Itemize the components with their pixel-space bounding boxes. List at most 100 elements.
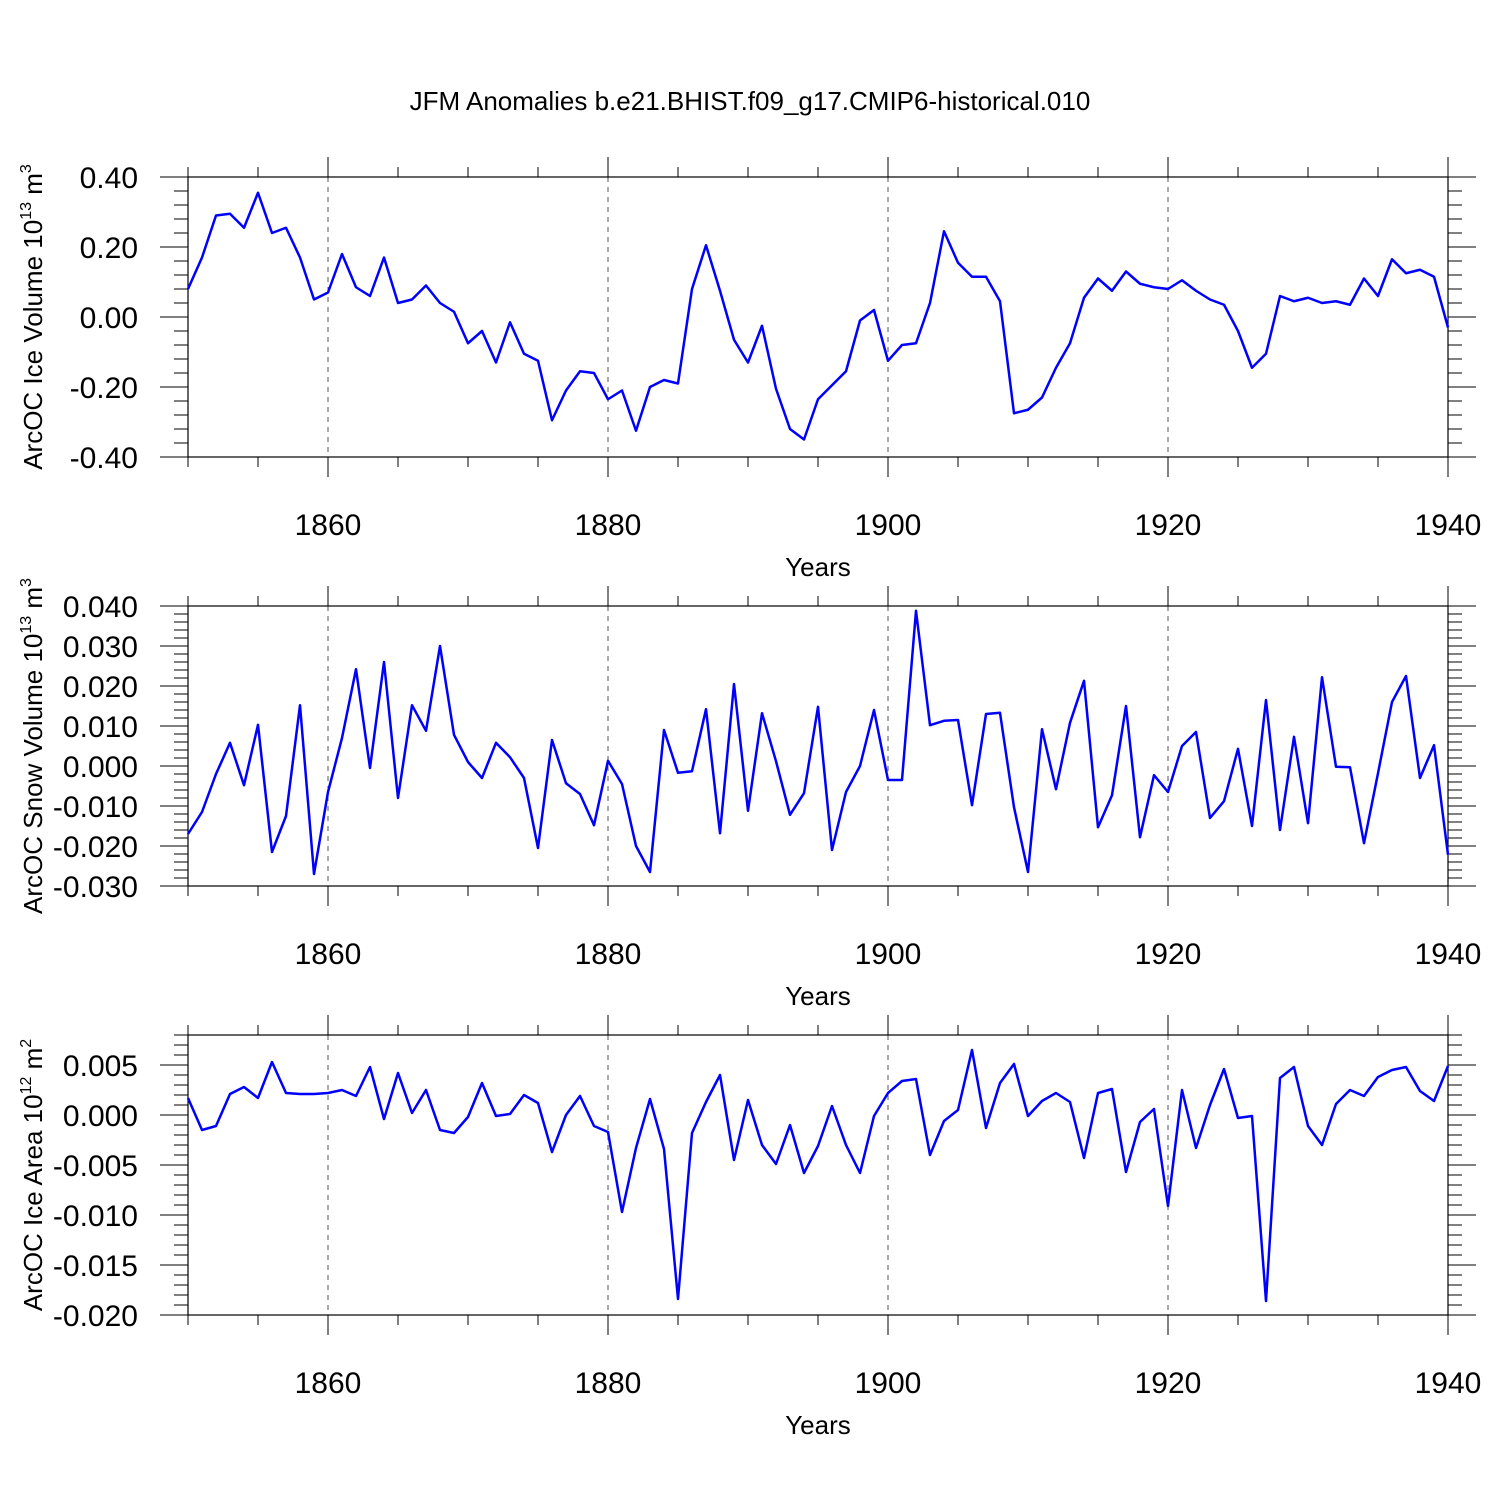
data-point: [1041, 397, 1043, 399]
data-point: [817, 706, 819, 708]
data-point: [229, 1093, 231, 1095]
data-point: [831, 849, 833, 851]
data-point: [285, 815, 287, 817]
data-point: [1363, 278, 1365, 280]
x-tick-label: 1940: [1415, 938, 1482, 971]
plot-frame: [187, 1034, 1449, 1316]
data-point: [761, 712, 763, 714]
y-tick-label: 0.040: [63, 591, 138, 624]
data-point: [215, 773, 217, 775]
data-point: [593, 1125, 595, 1127]
data-point: [1433, 276, 1435, 278]
data-point: [1223, 304, 1225, 306]
y-tick-label: -0.20: [70, 372, 138, 405]
data-point: [887, 1092, 889, 1094]
y-tick-label: 0.20: [80, 232, 138, 265]
y-axis-title-part: ArcOC Snow Volume 10: [18, 634, 48, 914]
x-tick-label: 1880: [575, 509, 642, 542]
data-point: [257, 1097, 259, 1099]
data-point: [817, 398, 819, 400]
data-point: [859, 1172, 861, 1174]
data-point: [915, 610, 917, 612]
data-point: [1447, 854, 1449, 856]
data-point: [1167, 1205, 1169, 1207]
data-point: [887, 779, 889, 781]
data-point: [439, 302, 441, 304]
data-point: [229, 213, 231, 215]
data-point: [1405, 1066, 1407, 1068]
data-point: [761, 325, 763, 327]
data-point: [789, 428, 791, 430]
data-point: [873, 709, 875, 711]
data-point: [1195, 1147, 1197, 1149]
data-point: [929, 724, 931, 726]
data-point: [607, 398, 609, 400]
data-point: [775, 388, 777, 390]
x-axis-title: Years: [785, 1410, 851, 1440]
data-point: [593, 372, 595, 374]
data-point: [635, 1147, 637, 1149]
data-point: [467, 761, 469, 763]
data-point: [523, 353, 525, 355]
x-tick-label: 1900: [855, 1367, 922, 1400]
data-point: [1055, 367, 1057, 369]
data-point: [1237, 330, 1239, 332]
data-point: [1223, 800, 1225, 802]
data-point: [1041, 1100, 1043, 1102]
data-point: [1433, 744, 1435, 746]
data-point: [215, 215, 217, 217]
data-point: [313, 299, 315, 301]
data-point: [509, 321, 511, 323]
data-point: [999, 1082, 1001, 1084]
data-point: [1349, 304, 1351, 306]
data-point: [369, 1066, 371, 1068]
data-point: [313, 873, 315, 875]
data-point: [537, 1102, 539, 1104]
y-tick-label: -0.020: [53, 831, 138, 864]
data-point: [1363, 1095, 1365, 1097]
data-point: [1377, 772, 1379, 774]
data-point: [355, 286, 357, 288]
data-point: [1083, 1157, 1085, 1159]
data-point: [327, 791, 329, 793]
data-point: [537, 847, 539, 849]
data-point: [495, 362, 497, 364]
data-point: [1377, 1076, 1379, 1078]
x-tick-label: 1920: [1135, 938, 1202, 971]
data-point: [453, 734, 455, 736]
panel-ice-area: 1860 1880 1900 1920 1940 Years -0.020 -0.015 -0.…: [18, 1015, 1481, 1440]
data-point: [1251, 825, 1253, 827]
data-point: [1265, 1300, 1267, 1302]
data-point: [1251, 1115, 1253, 1117]
data-point: [705, 708, 707, 710]
data-point: [313, 1093, 315, 1095]
x-axis-title: Years: [785, 981, 851, 1011]
data-point: [985, 1127, 987, 1129]
data-point: [1349, 766, 1351, 768]
data-point: [789, 814, 791, 816]
data-point: [1153, 774, 1155, 776]
y-axis-title: ArcOC Ice Area 1012 m2: [18, 1039, 48, 1311]
y-tick-label: -0.020: [53, 1300, 138, 1333]
data-point: [537, 360, 539, 362]
data-point: [845, 370, 847, 372]
data-point: [551, 739, 553, 741]
data-point: [1111, 1088, 1113, 1090]
data-point: [1195, 290, 1197, 292]
data-point: [271, 1061, 273, 1063]
data-point: [1125, 705, 1127, 707]
data-point: [341, 1089, 343, 1091]
data-point: [1279, 829, 1281, 831]
data-point: [327, 1092, 329, 1094]
data-point: [1209, 1104, 1211, 1106]
data-point: [957, 262, 959, 264]
data-point: [271, 232, 273, 234]
data-point: [817, 1145, 819, 1147]
data-point: [1097, 826, 1099, 828]
data-point: [1419, 269, 1421, 271]
x-tick-label: 1880: [575, 938, 642, 971]
data-point: [509, 756, 511, 758]
data-point: [341, 737, 343, 739]
data-point: [495, 742, 497, 744]
data-point: [383, 1118, 385, 1120]
